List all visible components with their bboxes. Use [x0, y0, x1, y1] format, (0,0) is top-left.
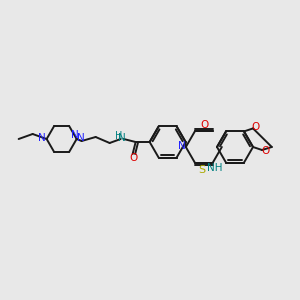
- Text: O: O: [201, 120, 209, 130]
- Text: H: H: [115, 131, 122, 141]
- Text: O: O: [252, 122, 260, 132]
- Text: O: O: [261, 146, 269, 156]
- Text: N: N: [71, 130, 79, 140]
- Text: NH: NH: [207, 163, 223, 172]
- Text: N: N: [118, 133, 125, 143]
- Text: N: N: [38, 133, 46, 143]
- Text: O: O: [130, 153, 138, 163]
- Text: N: N: [77, 133, 85, 143]
- Text: S: S: [198, 165, 206, 175]
- Text: N: N: [178, 141, 186, 151]
